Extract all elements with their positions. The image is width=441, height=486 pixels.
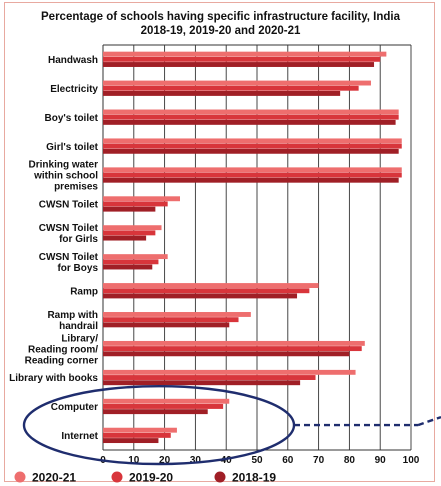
category-label-line: CWSN Toilet (39, 200, 99, 211)
bar-2020-21-9 (103, 312, 251, 317)
bar-2019-20-0 (103, 56, 381, 62)
category-label-line: Reading corner (25, 355, 98, 366)
category-label-4: Drinking water within school premises (29, 160, 99, 193)
bar-2018-19-3 (103, 148, 399, 154)
bar-2020-21-12 (103, 398, 230, 404)
category-label-line: Girl's toilet (46, 142, 99, 153)
bar-2020-21-6 (103, 225, 162, 231)
bar-2019-20-8 (103, 288, 310, 294)
category-label-line: for Girls (59, 234, 98, 245)
category-label-line: Reading room/ (28, 344, 98, 355)
bar-2019-20-2 (103, 114, 399, 120)
bar-2019-20-5 (103, 201, 168, 207)
bar-2018-19-10 (103, 351, 350, 357)
x-tick-label-90: 90 (375, 455, 387, 466)
chart-title-line2: 2018-19, 2019-20 and 2020-21 (140, 25, 301, 37)
category-label-line: Ramp (70, 286, 98, 297)
category-label-line: handrail (59, 321, 98, 332)
bar-2019-20-3 (103, 143, 402, 149)
x-tick-label-80: 80 (344, 455, 356, 466)
category-label-line: for Boys (57, 263, 98, 274)
bar-2019-20-7 (103, 259, 159, 265)
category-label-10: Library/Reading room/Reading corner (25, 333, 99, 366)
bar-2020-21-11 (103, 369, 356, 375)
category-label-1: Electricity (50, 84, 98, 95)
x-tick-label-100: 100 (403, 455, 420, 466)
category-label-line: Computer (51, 402, 98, 413)
highlight-connector-tail (417, 415, 441, 427)
bar-2018-19-6 (103, 235, 147, 241)
category-label-5: CWSN Toilet (39, 200, 99, 211)
category-label-line: within school (33, 171, 98, 182)
highlight-oval (22, 384, 296, 466)
category-label-line: Library/ (61, 333, 98, 344)
bar-2018-19-11 (103, 380, 301, 386)
x-tick-label-70: 70 (313, 455, 325, 466)
x-tick-label-10: 10 (128, 455, 140, 466)
x-tick-label-60: 60 (282, 455, 294, 466)
bar-2020-21-13 (103, 427, 177, 433)
category-label-6: CWSN Toilet for Girls (39, 223, 99, 245)
category-label-line: Electricity (50, 84, 98, 95)
chart-title-line1: Percentage of schools having specific in… (41, 11, 400, 23)
category-label-12: Computer (51, 402, 98, 413)
x-tick-label-20: 20 (159, 455, 171, 466)
category-label-11: Library with books (9, 373, 98, 384)
legend-label-2020-21: 2020-21 (32, 471, 76, 485)
category-label-8: Ramp (70, 286, 98, 297)
bar-2019-20-13 (103, 432, 171, 438)
x-tick-label-50: 50 (251, 455, 263, 466)
bar-2018-19-8 (103, 293, 298, 299)
bar-2018-19-4 (103, 177, 399, 183)
bar-2019-20-12 (103, 404, 224, 409)
category-label-line: Library with books (9, 373, 98, 384)
category-label-3: Girl's toilet (46, 142, 99, 153)
x-tick-label-40: 40 (221, 455, 233, 466)
bar-2019-20-6 (103, 230, 156, 236)
bar-2020-21-5 (103, 196, 180, 202)
category-label-7: CWSN Toilet for Boys (39, 252, 99, 274)
bar-2019-20-11 (103, 375, 316, 380)
bar-2019-20-10 (103, 346, 362, 352)
category-label-line: Handwash (48, 55, 98, 66)
category-label-line: Internet (61, 431, 98, 442)
bar-2018-19-2 (103, 119, 396, 125)
bar-2018-19-7 (103, 264, 153, 270)
legend-label-2018-19: 2018-19 (232, 471, 276, 485)
x-tick-label-30: 30 (190, 455, 202, 466)
category-label-0: Handwash (48, 55, 98, 66)
bar-2019-20-1 (103, 85, 359, 91)
category-label-line: Ramp with (47, 310, 98, 321)
bar-2020-21-2 (103, 109, 399, 115)
bar-2018-19-13 (103, 438, 159, 444)
bar-2018-19-5 (103, 206, 156, 212)
bar-2020-21-0 (103, 51, 387, 57)
bar-2018-19-9 (103, 322, 230, 328)
bar-2019-20-4 (103, 172, 402, 178)
legend-marker-2018-19 (214, 471, 226, 483)
category-label-line: CWSN Toilet (39, 252, 99, 263)
bar-2018-19-0 (103, 62, 375, 67)
bar-2018-19-12 (103, 409, 208, 415)
category-label-line: premises (54, 182, 98, 193)
category-label-13: Internet (61, 431, 98, 442)
legend-marker-2020-21 (14, 471, 26, 483)
bar-2020-21-8 (103, 283, 319, 288)
category-label-line: Boy's toilet (45, 113, 99, 124)
legend-marker-2019-20 (111, 471, 123, 483)
bar-2019-20-9 (103, 317, 239, 323)
category-label-line: Drinking water (29, 160, 99, 171)
category-label-line: CWSN Toilet (39, 223, 99, 234)
bar-2020-21-7 (103, 254, 168, 260)
bar-2020-21-10 (103, 340, 365, 346)
bar-2020-21-4 (103, 167, 402, 173)
category-label-9: Ramp with handrail (47, 310, 98, 332)
bar-2020-21-1 (103, 80, 371, 86)
legend-label-2019-20: 2019-20 (129, 471, 173, 485)
category-label-2: Boy's toilet (45, 113, 99, 124)
bar-2018-19-1 (103, 90, 341, 96)
bar-2020-21-3 (103, 138, 402, 144)
chart-title: Percentage of schools having specific in… (0, 10, 441, 38)
